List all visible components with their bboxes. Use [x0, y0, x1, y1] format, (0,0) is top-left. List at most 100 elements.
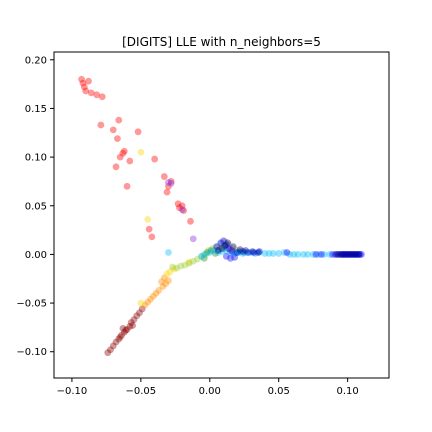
data-point-yellowgreen [225, 241, 233, 249]
data-point-darkred [123, 325, 131, 333]
data-point-navy [249, 248, 256, 255]
data-point-blue [231, 253, 239, 261]
data-point-purple [167, 179, 175, 187]
data-point-red [98, 93, 106, 101]
data-point-navy [349, 251, 357, 258]
data-point-red [109, 126, 117, 134]
data-point-blue [334, 251, 342, 258]
data-point-red [174, 200, 182, 208]
data-point-yellowgreen [169, 263, 176, 271]
data-point-red [80, 83, 88, 91]
data-point-darkred [133, 312, 141, 320]
data-point-red [123, 182, 131, 190]
data-point-cyan [214, 249, 222, 256]
data-point-blue [351, 251, 358, 258]
chart-title: [DIGITS] LLE with n_neighbors=5 [122, 35, 321, 49]
data-point-cyan [235, 249, 243, 256]
data-point-navy [335, 251, 343, 258]
data-point-navy [344, 251, 352, 258]
data-point-purple [227, 246, 234, 253]
data-point-darkred [136, 309, 143, 317]
data-point-red [93, 91, 101, 99]
data-point-yellowgreen [221, 238, 229, 246]
data-point-blue [227, 254, 234, 262]
data-point-orange [149, 292, 157, 300]
data-point-cyan [275, 250, 283, 257]
data-point-red [163, 188, 171, 196]
data-point-green [211, 250, 219, 257]
data-point-yellowgreen [233, 247, 241, 254]
data-point-red [167, 178, 175, 185]
data-point-red [134, 128, 142, 136]
data-point-red [148, 233, 156, 241]
data-point-cyan [247, 249, 255, 256]
data-point-blue [244, 249, 252, 256]
data-point-yellow [137, 148, 145, 156]
data-point-red [82, 87, 90, 95]
data-point-blue [225, 245, 233, 252]
data-point-red [178, 202, 186, 210]
data-point-purple [189, 235, 197, 243]
data-point-yellowgreen [202, 251, 210, 258]
data-point-darkred [116, 333, 124, 341]
x-axis-ticks: −0.10 −0.05 0.00 0.05 0.10 [57, 378, 359, 397]
data-point-cyan [231, 250, 239, 257]
y-tick-label: 0.05 [25, 201, 47, 212]
data-point-red [119, 149, 127, 157]
data-point-blue [239, 248, 247, 255]
data-point-blue [256, 248, 263, 255]
data-point-green [216, 246, 223, 253]
data-point-cyan [300, 251, 307, 258]
data-point-orange [147, 295, 154, 303]
data-point-orange [165, 277, 172, 285]
data-point-cyan [165, 249, 172, 256]
data-point-navy [355, 251, 363, 258]
data-point-cyan [290, 251, 298, 258]
data-point-yellowgreen [181, 261, 189, 269]
x-tick-label: 0.10 [337, 386, 359, 397]
data-point-yellow [185, 258, 193, 266]
data-point-orange [162, 280, 170, 288]
data-point-red [176, 204, 183, 212]
data-point-red [187, 217, 194, 225]
data-point-red [78, 75, 85, 83]
data-point-red [120, 147, 128, 155]
data-point-orange [159, 283, 167, 290]
data-point-navy [221, 242, 229, 250]
data-point-navy [352, 251, 360, 258]
data-point-cyan [320, 251, 328, 258]
data-point-cyan [218, 248, 226, 255]
data-point-cyan [198, 252, 205, 260]
plot-background [54, 52, 389, 378]
data-point-blue [340, 251, 347, 258]
data-point-blue [358, 251, 365, 258]
data-point-orange [155, 287, 163, 294]
data-point-red [115, 116, 123, 124]
data-point-navy [254, 249, 262, 256]
data-point-blue [312, 251, 320, 258]
data-point-navy [338, 251, 346, 258]
data-point-blue [213, 243, 221, 251]
data-point-blue [345, 251, 353, 258]
data-point-red [97, 121, 105, 129]
x-tick-label: 0.00 [199, 386, 221, 397]
data-point-red [112, 163, 120, 171]
data-point-cyan [304, 251, 312, 258]
data-point-blue [341, 251, 349, 258]
data-point-navy [347, 251, 354, 258]
data-point-darkred [104, 349, 112, 357]
data-point-blue [222, 252, 230, 260]
data-point-blue [233, 249, 241, 256]
data-point-cyan [200, 251, 208, 258]
data-point-green [228, 247, 236, 254]
data-point-yellowgreen [173, 264, 181, 272]
data-point-blue [217, 239, 225, 247]
y-tick-label: 0.15 [25, 104, 47, 115]
data-point-blue [342, 251, 350, 258]
data-point-blue [250, 249, 258, 256]
x-tick-label: −0.10 [57, 386, 88, 397]
data-point-red [180, 207, 187, 215]
data-point-blue [318, 251, 325, 258]
data-point-red [126, 157, 134, 165]
y-tick-label: −0.10 [16, 347, 47, 358]
